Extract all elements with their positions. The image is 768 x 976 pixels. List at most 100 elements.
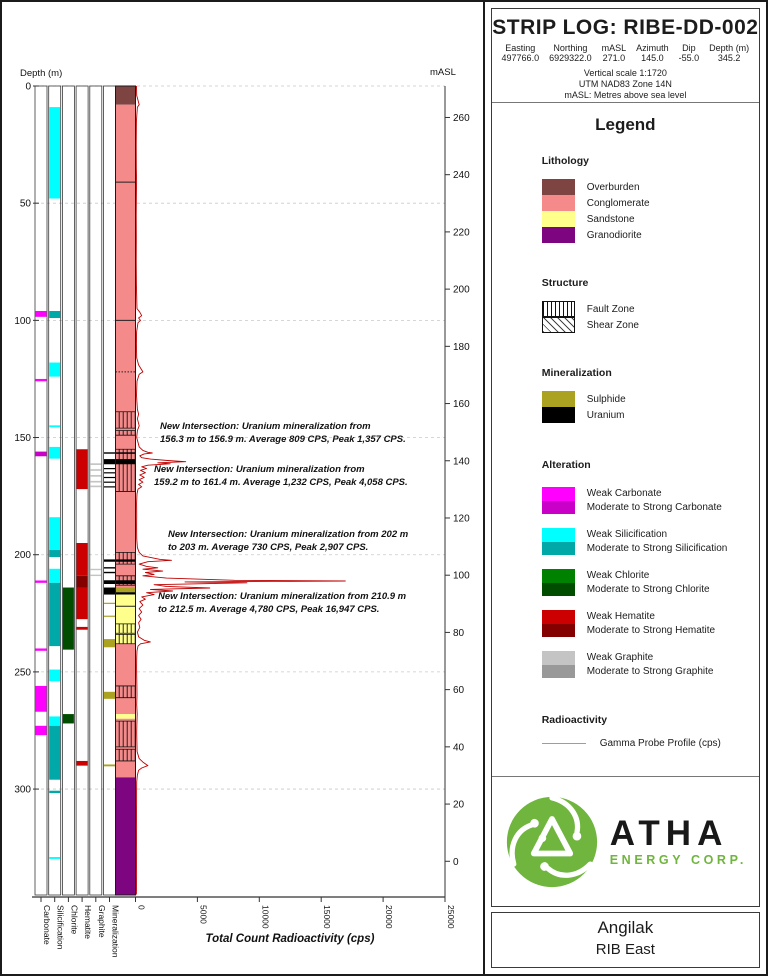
meta-value: 271.0 [602, 53, 626, 63]
interval-carbonate-weak [35, 580, 47, 583]
alteration-strong-label: Moderate to Strong Carbonate [586, 501, 722, 513]
interval-graphite-weak [90, 475, 102, 477]
interval-silicification-weak [49, 857, 61, 859]
interval-carbonate-weak [35, 310, 47, 317]
alteration-swatch-weak [541, 487, 575, 501]
interval-uranium [104, 468, 115, 470]
interval-uranium [104, 459, 115, 465]
alteration-swatch [541, 487, 575, 514]
structure-swatch [541, 317, 575, 333]
lithology-uranium [115, 592, 136, 595]
meta-value: -55.0 [678, 53, 700, 63]
legend-heading-mineralization: Mineralization [541, 367, 612, 379]
legend-item-conglomerate: Conglomerate [541, 195, 759, 211]
legend-mineralization-rows: Sulphide Uranium [541, 391, 759, 423]
intersection-annotation: New Intersection: Uranium mineralization… [158, 591, 407, 602]
lithology-conglomerate [115, 104, 136, 588]
masl-tick-label: 200 [453, 285, 470, 296]
gamma-profile-line [135, 85, 346, 895]
scale-notes: Vertical scale 1:1720 UTM NAD83 Zone 14N… [492, 68, 759, 101]
lithology-conglomerate [115, 643, 136, 715]
legend-heading-alteration: Alteration [541, 459, 591, 471]
x-tick-label: 0 [137, 905, 147, 910]
interval-uranium [104, 567, 115, 569]
track-silicification [48, 85, 62, 896]
meta-label: mASL [601, 43, 627, 53]
track-graphite [89, 85, 103, 896]
track-label: Mineralization [111, 905, 121, 958]
legend-item-overburden: Overburden [541, 179, 759, 195]
page-title: STRIP LOG: RIBE-DD-002 [492, 16, 759, 39]
interval-graphite-weak [90, 568, 102, 571]
structure-swatch [541, 301, 575, 317]
interval-carbonate-weak [35, 725, 47, 736]
alteration-strong-label: Moderate to Strong Hematite [586, 624, 716, 636]
alteration-swatch [541, 528, 575, 555]
interval-sulphide [104, 615, 115, 617]
legend-alteration-pairs: Weak Carbonate Moderate to Strong Carbona… [492, 487, 759, 678]
alteration-strong-label: Moderate to Strong Silicification [586, 542, 728, 554]
mineralization-swatch [541, 407, 575, 423]
fault-zone [115, 430, 136, 436]
legend-item-sandstone: Sandstone [541, 211, 759, 227]
interval-silicification-strong [49, 310, 61, 319]
lithology-sulphide [115, 587, 136, 593]
masl-tick-label: 240 [453, 170, 470, 181]
interval-hematite-weak [76, 760, 88, 766]
alteration-swatch [541, 651, 575, 678]
lithology-sandstone [115, 714, 136, 719]
footer-area: RIB East [595, 941, 655, 958]
atha-logo-name: ATHA [609, 813, 729, 853]
alteration-labels: Weak Silicification Moderate to Strong Si… [587, 528, 728, 555]
fault-zone [115, 552, 136, 565]
track-label: Carbonate [42, 905, 52, 945]
fault-zone [115, 411, 136, 429]
alteration-labels: Weak Carbonate Moderate to Strong Carbona… [587, 487, 722, 514]
track-label: Hematite [83, 905, 93, 939]
alteration-swatch-weak [541, 651, 575, 665]
masl-tick-label: 40 [453, 742, 465, 753]
track-label: Graphite [97, 905, 107, 938]
alteration-strong-label: Moderate to Strong Graphite [586, 665, 714, 677]
interval-uranium [104, 481, 115, 483]
depth-tick-label: 0 [25, 82, 31, 93]
fault-zone [115, 721, 136, 747]
interval-graphite-weak [90, 463, 102, 465]
interval-silicification-weak [49, 107, 61, 199]
interval-silicification-weak [49, 716, 61, 726]
info-panel: STRIP LOG: RIBE-DD-002 Easting Northing mA… [482, 2, 766, 974]
x-axis-title: Total Count Radioactivity (cps) [206, 933, 375, 945]
alteration-labels: Weak Chlorite Moderate to Strong Chlorite [587, 569, 710, 596]
atha-logo-text: ATHA ENERGY CORP. [609, 813, 747, 867]
alteration-weak-label: Weak Silicification [586, 529, 668, 540]
depth-tick-label: 200 [14, 550, 31, 561]
atha-logo-subtitle: ENERGY CORP. [609, 852, 747, 867]
legend-item-sulphide: Sulphide [541, 391, 759, 407]
lithology-granodiorite [115, 777, 136, 895]
legend-item-label: Overburden [586, 181, 640, 193]
interval-uranium [104, 476, 115, 479]
depth-tick-label: 100 [14, 316, 31, 327]
interval-silicification-weak [49, 669, 61, 682]
alteration-labels: Weak Graphite Moderate to Strong Graphite [587, 651, 714, 678]
interval-carbonate-weak [35, 378, 47, 382]
meta-label: Northing [553, 43, 588, 53]
interval-chlorite-strong [62, 587, 74, 650]
legend-item-label: Shear Zone [586, 319, 639, 331]
legend-structure-rows: Fault Zone Shear Zone [541, 301, 759, 333]
legend-item-label: Conglomerate [586, 197, 650, 209]
intersection-annotation: to 212.5 m. Average 4,780 CPS, Peak 16,9… [158, 604, 379, 615]
interval-silicification-strong [49, 582, 61, 647]
track-label: Chlorite [69, 905, 79, 935]
uranium-band [115, 559, 136, 562]
fault-zone [115, 623, 136, 634]
atha-logo-icon [506, 794, 597, 887]
report-header: STRIP LOG: RIBE-DD-002 Easting Northing mA… [491, 9, 759, 103]
meta-label: Depth (m) [709, 43, 750, 53]
x-tick-label: 25000 [446, 905, 456, 929]
x-tick-label: 20000 [384, 905, 394, 929]
interval-silicification-strong [49, 790, 61, 794]
masl-tick-label: 140 [453, 456, 470, 467]
scale-note-line: UTM NAD83 Zone 14N [578, 79, 672, 89]
